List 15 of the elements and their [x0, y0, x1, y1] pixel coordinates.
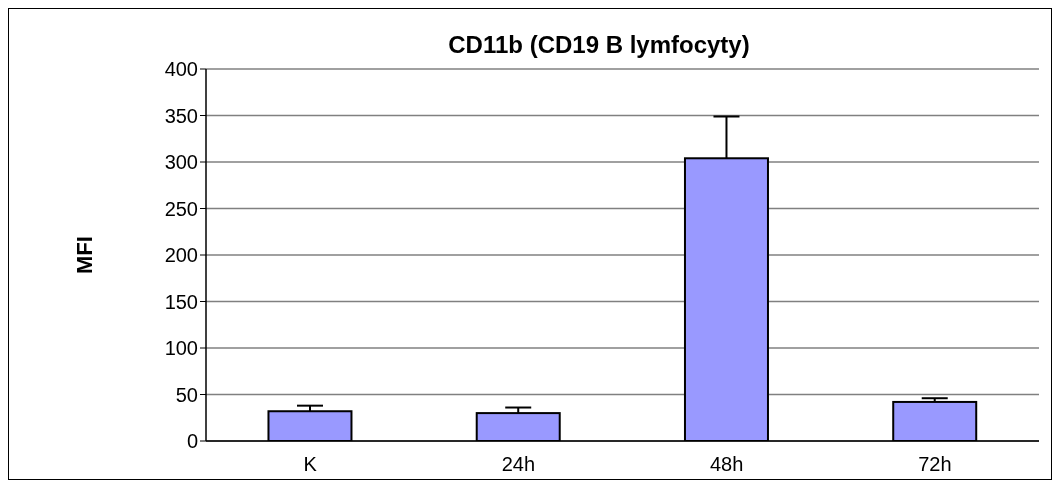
y-tick-label: 150 [164, 290, 198, 313]
y-tick-label: 0 [186, 430, 198, 453]
y-tick-label: 200 [164, 244, 198, 267]
y-axis-title: MFI [71, 236, 97, 274]
x-tick-label: 48h [709, 453, 744, 476]
x-tick-label: 72h [918, 453, 952, 476]
y-tick-label: 50 [175, 383, 198, 406]
x-tick-label: 24h [501, 453, 536, 476]
x-tick-label: K [303, 453, 318, 476]
y-tick-label: 100 [164, 337, 198, 360]
y-tick-label: 400 [164, 58, 198, 81]
y-tick-label: 300 [164, 151, 198, 174]
y-tick-label: 350 [164, 104, 198, 127]
chart-title: CD11b (CD19 B lymfocyty) [447, 31, 751, 59]
y-tick-label: 250 [164, 197, 198, 220]
